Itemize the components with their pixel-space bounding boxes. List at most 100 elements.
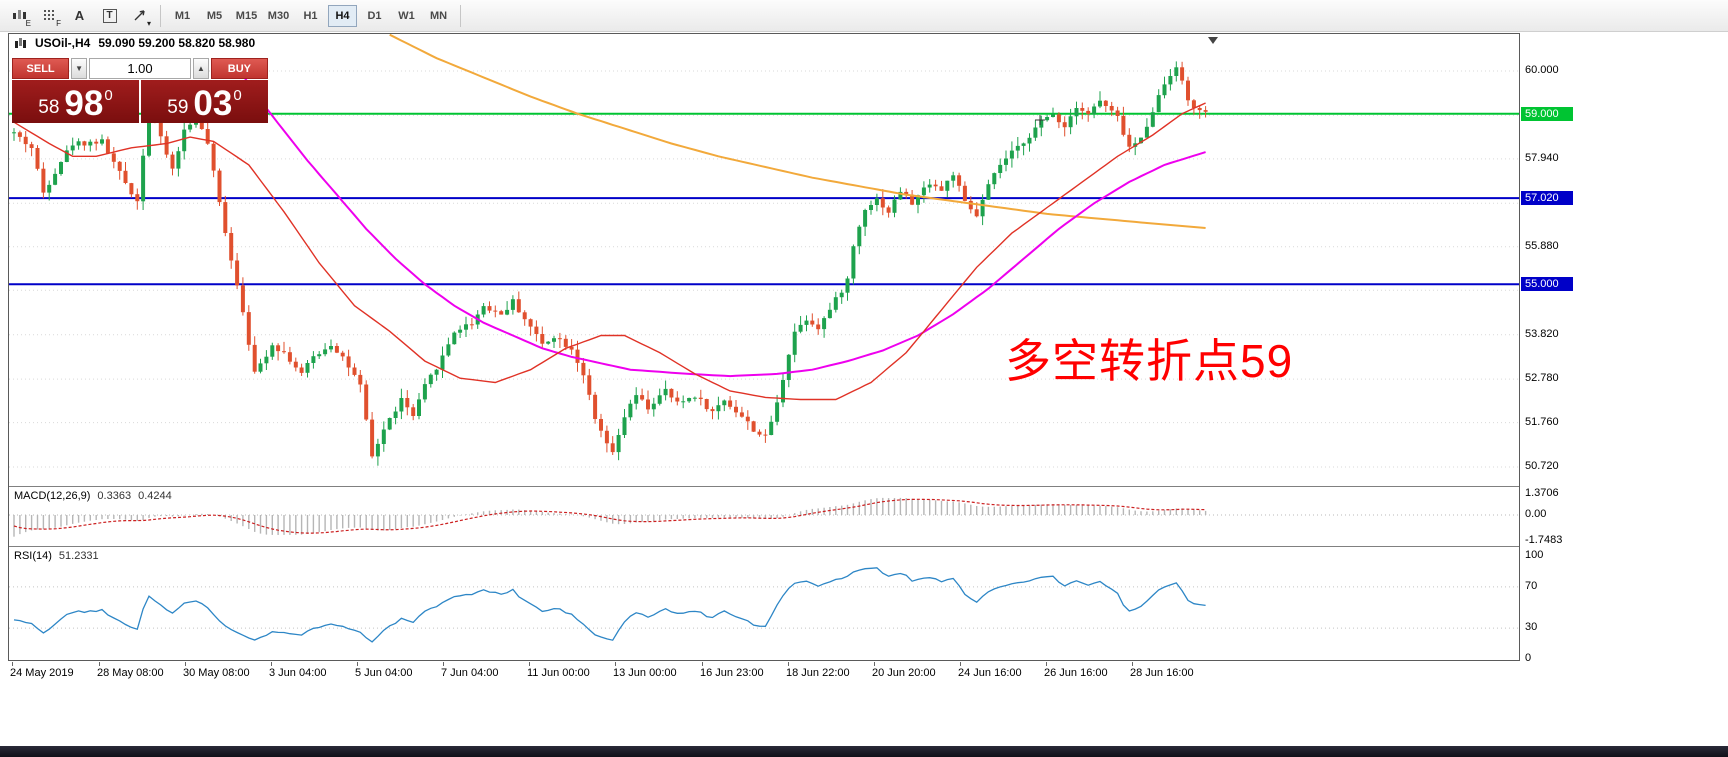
one-click-trade-panel: SELL ▼ ▲ BUY 58 98 0 59 03 0 (12, 58, 268, 123)
bid-price-display[interactable]: 58 98 0 (12, 80, 139, 123)
symbol-chart-icon (15, 37, 26, 48)
volume-increase-button[interactable]: ▲ (193, 58, 209, 79)
grid-icon: F (56, 18, 61, 28)
time-axis-label: 20 Jun 20:00 (872, 667, 936, 679)
time-axis-tick (788, 662, 789, 666)
cursor-cross (1035, 115, 1045, 125)
tool-icon-group: E F A T ▾ (6, 4, 153, 28)
time-axis-label: 28 May 08:00 (97, 667, 164, 679)
textbox-tool-button[interactable]: T (96, 4, 123, 28)
chart-shift-marker[interactable] (1208, 37, 1218, 44)
time-axis-label: 18 Jun 22:00 (786, 667, 850, 679)
toolbar-separator (460, 4, 461, 27)
timeframe-d1[interactable]: D1 (367, 9, 382, 22)
ask-pips: 03 (193, 84, 233, 124)
timeframe-h4[interactable]: H4 (328, 4, 357, 27)
volume-decrease-button[interactable]: ▼ (71, 58, 87, 79)
price-axis-label: 60.000 (1525, 64, 1559, 76)
ask-big-figure: 59 (167, 97, 189, 118)
time-axis-tick (529, 662, 530, 666)
price-axis[interactable]: 60.000 57.940 55.880 53.820 52.780 51.760 50.7… (1521, 33, 1577, 667)
price-axis-label: 50.720 (1525, 460, 1559, 472)
macd-value-2: 0.4244 (138, 490, 172, 502)
shapes-tool-button[interactable]: ▾ (126, 4, 153, 28)
time-axis-label: 24 Jun 16:00 (958, 667, 1022, 679)
time-axis-tick (874, 662, 875, 666)
rsi-label: RSI(14) 51.2331 (14, 550, 99, 562)
arrow-icon: ▾ (146, 18, 151, 28)
rsi-axis-label: 0 (1525, 652, 1532, 664)
sell-button[interactable]: SELL (12, 58, 70, 79)
time-axis-label: 7 Jun 04:00 (441, 667, 499, 679)
rsi-axis-label: 30 (1525, 621, 1538, 633)
time-axis-tick (99, 662, 100, 666)
rsi-title: RSI(14) (14, 550, 52, 562)
time-axis-label: 5 Jun 04:00 (355, 667, 413, 679)
time-axis-label: 30 May 08:00 (183, 667, 250, 679)
time-axis-label: 13 Jun 00:00 (613, 667, 677, 679)
price-axis-label: 57.940 (1525, 152, 1559, 164)
time-axis-label: 11 Jun 00:00 (527, 667, 590, 679)
chevron-down-icon: ▼ (75, 64, 84, 73)
toolbar-separator (160, 4, 161, 27)
rsi-axis-label: 70 (1525, 580, 1538, 592)
time-axis-tick (1046, 662, 1047, 666)
timeframe-m30[interactable]: M30 (267, 9, 290, 22)
chart-window[interactable]: USOil-,H4 59.090 59.200 58.820 58.980 SE… (8, 33, 1520, 661)
timeframe-h1[interactable]: H1 (303, 9, 318, 22)
time-axis-tick (615, 662, 616, 666)
text-tool-button[interactable]: A (74, 8, 85, 23)
chart-header: USOil-,H4 59.090 59.200 58.820 58.980 (14, 36, 255, 50)
bid-big-figure: 58 (38, 97, 60, 118)
top-toolbar: E F A T ▾ M1 M5 M15 M30 H1 H4 D1 W1 MN (0, 0, 1728, 32)
price-axis-label: 52.780 (1525, 372, 1559, 384)
rsi-axis-label: 100 (1525, 549, 1544, 561)
price-level-tag: 55.000 (1521, 277, 1573, 292)
timeframe-mn[interactable]: MN (429, 9, 448, 22)
time-axis-tick (702, 662, 703, 666)
time-axis-tick (357, 662, 358, 666)
macd-label: MACD(12,26,9) 0.3363 0.4244 (14, 490, 172, 502)
buy-button[interactable]: BUY (210, 58, 268, 79)
ohlc-values: 59.090 59.200 58.820 58.980 (98, 36, 256, 50)
template-e-button[interactable]: E (6, 4, 33, 28)
time-axis-tick (271, 662, 272, 666)
volume-input[interactable] (89, 58, 191, 79)
rsi-value: 51.2331 (58, 550, 99, 562)
time-axis-label: 26 Jun 16:00 (1044, 667, 1108, 679)
price-axis-label: 53.820 (1525, 328, 1559, 340)
chevron-up-icon: ▲ (196, 64, 205, 73)
price-level-tag: 59.000 (1521, 106, 1573, 121)
timeframe-m5[interactable]: M5 (206, 9, 223, 22)
bid-pipette: 0 (104, 87, 113, 104)
timeframe-w1[interactable]: W1 (398, 9, 415, 22)
template-f-button[interactable]: F (36, 4, 63, 28)
time-axis-label: 24 May 2019 (10, 667, 74, 679)
macd-value-1: 0.3363 (97, 490, 132, 502)
price-axis-label: 55.880 (1525, 240, 1559, 252)
time-axis-label: 3 Jun 04:00 (269, 667, 327, 679)
bid-pips: 98 (64, 84, 104, 124)
macd-axis-label: 0.00 (1525, 508, 1547, 520)
chart-annotation-text[interactable]: 多空转折点59 (1005, 335, 1294, 387)
price-axis-label: 51.760 (1525, 416, 1559, 428)
chart-canvas[interactable] (8, 33, 1520, 661)
time-axis-label: 28 Jun 16:00 (1130, 667, 1194, 679)
time-axis[interactable]: 24 May 2019 28 May 08:00 30 May 08:00 3 Jun… (8, 662, 1608, 686)
window-bottom-edge (0, 746, 1728, 757)
timeframe-m1[interactable]: M1 (174, 9, 191, 22)
timeframe-button-group: M1 M5 M15 M30 H1 H4 D1 W1 MN (168, 4, 453, 27)
price-level-tag: 57.020 (1521, 191, 1573, 206)
time-axis-tick (12, 662, 13, 666)
macd-axis-label: -1.7483 (1525, 534, 1563, 546)
macd-axis-label: 1.3706 (1525, 487, 1559, 499)
symbol-period-label: USOil-,H4 (35, 36, 91, 50)
time-axis-tick (443, 662, 444, 666)
candles-icon: E (25, 18, 31, 28)
ask-price-display[interactable]: 59 03 0 (141, 80, 268, 123)
macd-title: MACD(12,26,9) (14, 490, 91, 502)
time-axis-label: 16 Jun 23:00 (700, 667, 764, 679)
ask-pipette: 0 (233, 87, 242, 104)
time-axis-tick (185, 662, 186, 666)
timeframe-m15[interactable]: M15 (235, 9, 258, 22)
